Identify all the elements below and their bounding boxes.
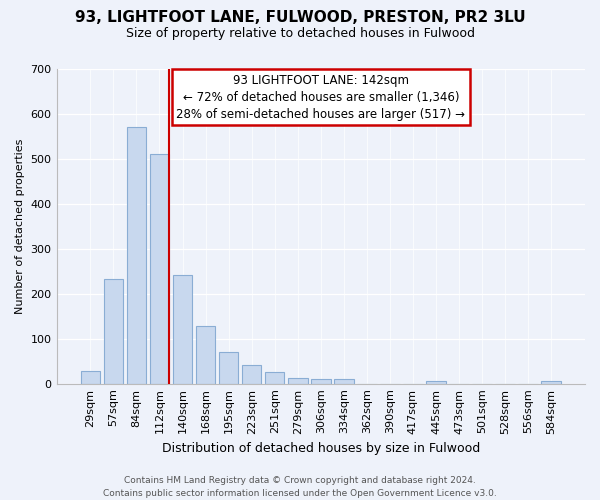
Text: 93, LIGHTFOOT LANE, FULWOOD, PRESTON, PR2 3LU: 93, LIGHTFOOT LANE, FULWOOD, PRESTON, PR… (74, 10, 526, 25)
Bar (242, 365, 262, 384)
Bar (426, 382, 446, 384)
Bar (127, 128, 146, 384)
Bar (149, 154, 169, 384)
Bar (265, 372, 284, 384)
Text: Contains HM Land Registry data © Crown copyright and database right 2024.
Contai: Contains HM Land Registry data © Crown c… (103, 476, 497, 498)
Text: Size of property relative to detached houses in Fulwood: Size of property relative to detached ho… (125, 28, 475, 40)
Y-axis label: Number of detached properties: Number of detached properties (15, 138, 25, 314)
X-axis label: Distribution of detached houses by size in Fulwood: Distribution of detached houses by size … (161, 442, 480, 455)
Bar (104, 280, 123, 384)
Bar (173, 275, 193, 384)
Bar (80, 371, 100, 384)
Bar (311, 379, 331, 384)
Bar (288, 378, 308, 384)
Bar (541, 382, 561, 384)
Text: 93 LIGHTFOOT LANE: 142sqm
← 72% of detached houses are smaller (1,346)
28% of se: 93 LIGHTFOOT LANE: 142sqm ← 72% of detac… (176, 74, 465, 120)
Bar (196, 326, 215, 384)
Bar (334, 379, 353, 384)
Bar (219, 352, 238, 384)
